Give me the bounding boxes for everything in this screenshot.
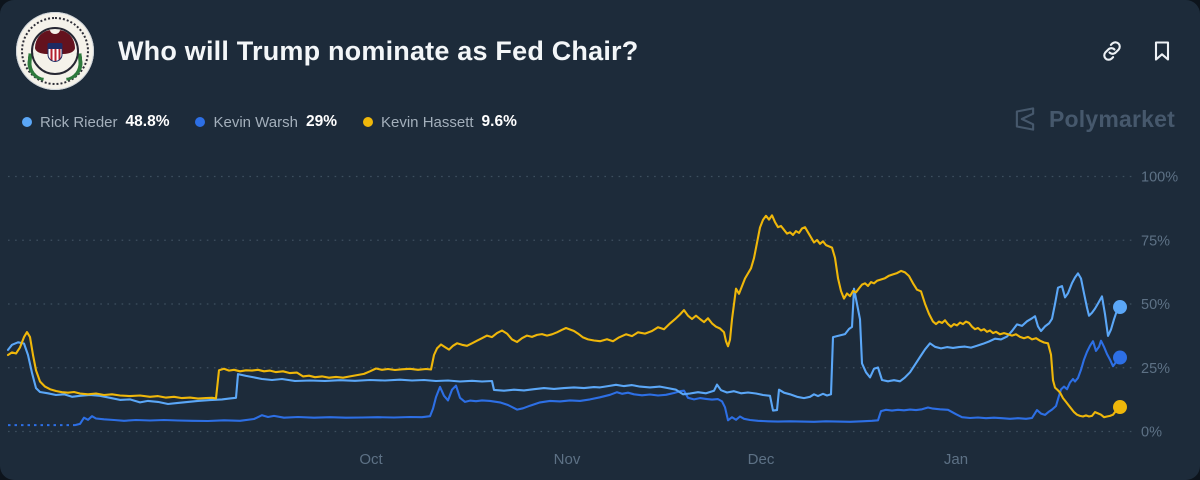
series-end-dot-kevin-hassett (1113, 400, 1127, 415)
legend: Rick Rieder 48.8% Kevin Warsh 29% Kevin … (22, 113, 517, 131)
legend-value: 48.8% (125, 113, 170, 130)
series-dot-icon (22, 117, 32, 127)
x-axis-label-oct: Oct (359, 451, 383, 468)
series-dot-icon (363, 117, 373, 127)
polymarket-logo-text: Polymarket (1048, 105, 1175, 132)
seal-wreath-left (25, 53, 47, 81)
y-axis-label-0: 0% (1141, 425, 1162, 441)
header: Who will Trump nominate as Fed Chair? (16, 10, 1180, 92)
legend-name: Kevin Hassett (381, 113, 474, 131)
x-axis-label-nov: Nov (554, 451, 581, 468)
bookmark-icon[interactable] (1150, 39, 1174, 63)
series-end-dot-kevin-warsh (1113, 350, 1127, 365)
series-line-rick-rieder (6, 272, 1121, 412)
series-line-kevin-warsh (74, 339, 1121, 426)
legend-name: Rick Rieder (40, 113, 118, 131)
polymarket-logo-icon (1015, 107, 1035, 131)
header-actions (1100, 39, 1180, 63)
federal-reserve-seal-logo (16, 12, 94, 90)
series-end-dot-rick-rieder (1113, 300, 1127, 315)
series-dot-icon (195, 117, 206, 127)
polymarket-watermark: Polymarket (1010, 104, 1175, 134)
x-axis-label-jan: Jan (944, 451, 968, 468)
page-title: Who will Trump nominate as Fed Chair? (118, 35, 639, 66)
y-axis-label-100: 100% (1141, 170, 1178, 186)
legend-item-rick-rieder[interactable]: Rick Rieder 48.8% (22, 113, 169, 131)
legend-name: Kevin Warsh (213, 113, 298, 131)
legend-value: 9.6% (481, 113, 517, 130)
y-axis-label-50: 50% (1141, 297, 1170, 313)
seal-shield (47, 43, 63, 62)
legend-value: 29% (305, 113, 337, 130)
legend-item-kevin-warsh[interactable]: Kevin Warsh 29% (195, 113, 337, 131)
link-icon[interactable] (1100, 39, 1124, 63)
y-axis-label-75: 75% (1141, 233, 1170, 249)
series-line-kevin-hassett (6, 214, 1121, 419)
legend-item-kevin-hassett[interactable]: Kevin Hassett 9.6% (363, 113, 517, 131)
y-axis-label-25: 25% (1141, 361, 1170, 377)
seal-wreath-right (63, 53, 85, 81)
seal-eagle (35, 30, 75, 54)
x-axis-label-dec: Dec (748, 451, 775, 468)
